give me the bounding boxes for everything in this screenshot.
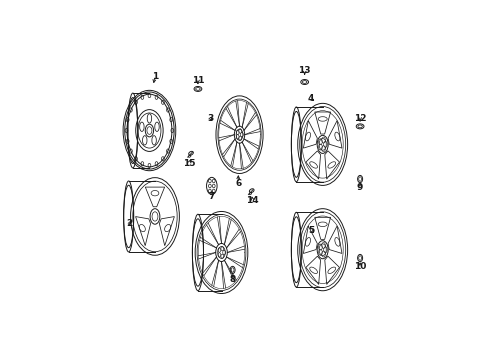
Text: 13: 13 <box>298 66 310 75</box>
Text: 12: 12 <box>353 113 366 122</box>
Text: 4: 4 <box>307 94 314 103</box>
Text: 3: 3 <box>207 113 213 122</box>
Text: 15: 15 <box>183 159 195 168</box>
Text: 11: 11 <box>191 76 204 85</box>
Text: 14: 14 <box>246 196 259 205</box>
Text: 9: 9 <box>356 183 363 192</box>
Text: 10: 10 <box>353 262 366 271</box>
Text: 7: 7 <box>208 192 215 201</box>
Text: 6: 6 <box>235 179 241 188</box>
Text: 8: 8 <box>229 275 235 284</box>
Text: 2: 2 <box>126 220 132 229</box>
Text: 1: 1 <box>152 72 158 81</box>
Text: 5: 5 <box>307 226 313 235</box>
